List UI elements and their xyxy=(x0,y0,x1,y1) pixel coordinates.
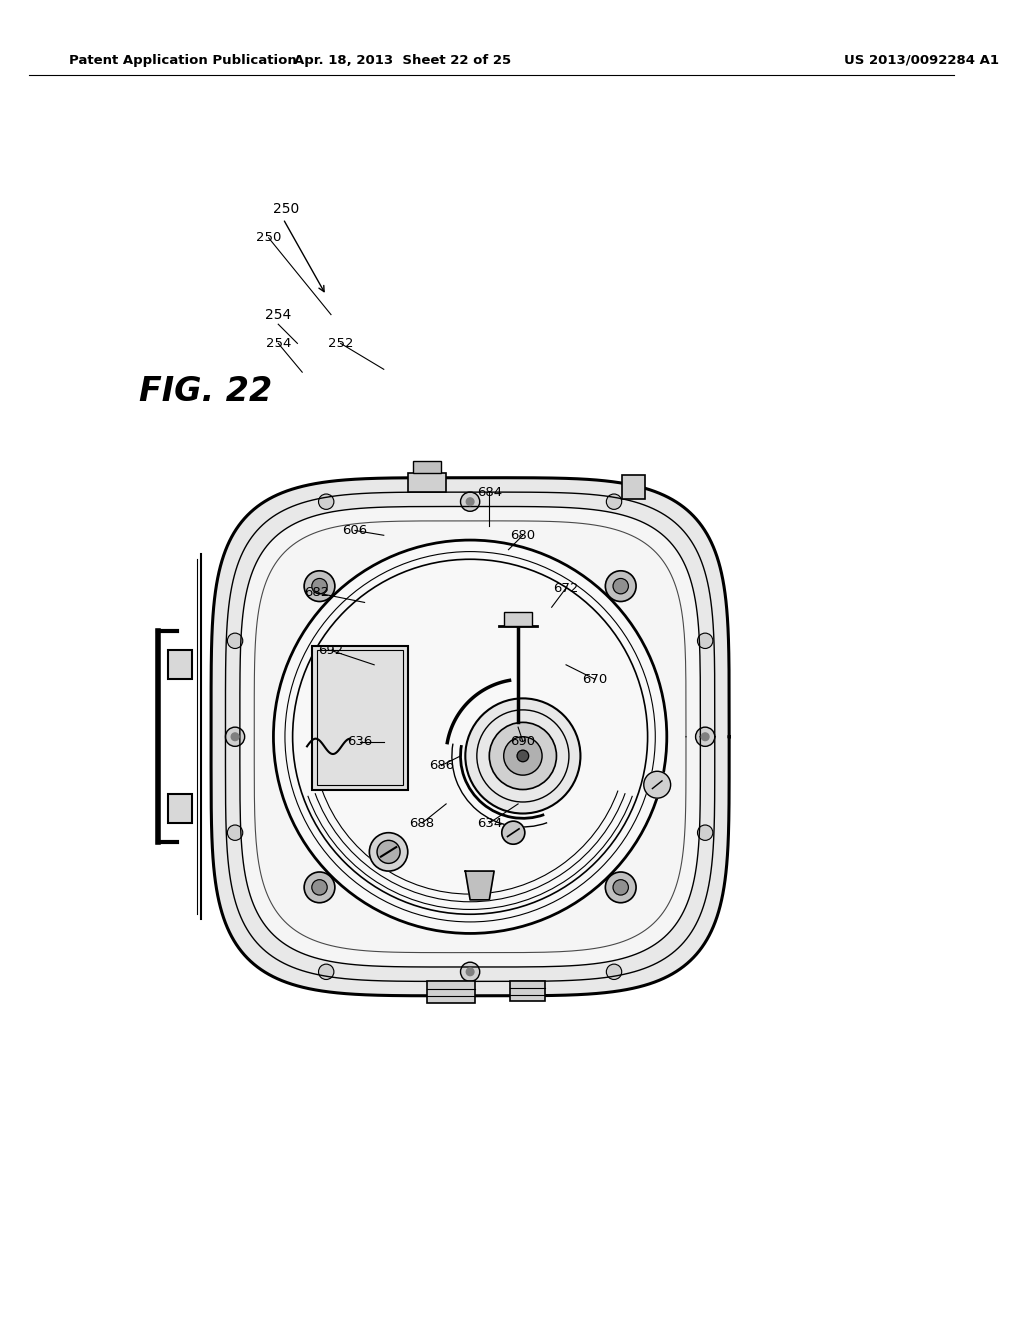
Circle shape xyxy=(517,750,528,762)
Text: 684: 684 xyxy=(477,486,502,499)
Text: 690: 690 xyxy=(510,735,536,748)
Circle shape xyxy=(227,634,243,648)
Text: 254: 254 xyxy=(265,337,291,350)
Bar xyxy=(408,473,446,492)
Circle shape xyxy=(697,634,713,648)
Text: 250: 250 xyxy=(256,231,282,244)
Circle shape xyxy=(644,771,671,799)
Text: 688: 688 xyxy=(410,817,435,829)
Text: Patent Application Publication: Patent Application Publication xyxy=(69,54,297,67)
Circle shape xyxy=(605,873,636,903)
Circle shape xyxy=(227,825,243,841)
Bar xyxy=(413,462,441,473)
Bar xyxy=(510,981,545,1001)
Circle shape xyxy=(701,733,709,741)
Circle shape xyxy=(613,879,629,895)
Text: 686: 686 xyxy=(429,759,454,772)
Circle shape xyxy=(312,578,328,594)
Bar xyxy=(504,612,532,627)
Text: 672: 672 xyxy=(553,582,579,594)
Text: 636: 636 xyxy=(347,735,373,748)
Circle shape xyxy=(461,962,479,981)
Text: Apr. 18, 2013  Sheet 22 of 25: Apr. 18, 2013 Sheet 22 of 25 xyxy=(294,54,512,67)
Circle shape xyxy=(318,494,334,510)
Circle shape xyxy=(489,722,556,789)
Circle shape xyxy=(318,964,334,979)
Circle shape xyxy=(225,727,245,746)
Text: 634: 634 xyxy=(477,817,502,829)
Circle shape xyxy=(502,821,524,845)
Bar xyxy=(168,651,191,680)
Circle shape xyxy=(466,968,474,975)
Circle shape xyxy=(304,570,335,602)
Circle shape xyxy=(613,578,629,594)
Text: US 2013/0092284 A1: US 2013/0092284 A1 xyxy=(844,54,999,67)
Text: 250: 250 xyxy=(273,202,300,216)
Circle shape xyxy=(377,841,400,863)
Text: 680: 680 xyxy=(510,529,536,541)
Polygon shape xyxy=(465,871,495,900)
Text: 606: 606 xyxy=(342,524,368,537)
Text: 670: 670 xyxy=(583,673,607,685)
Circle shape xyxy=(273,540,667,933)
Polygon shape xyxy=(211,478,729,995)
Circle shape xyxy=(370,833,408,871)
Circle shape xyxy=(605,570,636,602)
Circle shape xyxy=(466,498,474,506)
Text: 252: 252 xyxy=(328,337,353,350)
Circle shape xyxy=(606,964,622,979)
Bar xyxy=(622,475,645,499)
Bar xyxy=(312,645,408,789)
Circle shape xyxy=(606,494,622,510)
Circle shape xyxy=(465,698,581,813)
Circle shape xyxy=(697,825,713,841)
Circle shape xyxy=(231,733,239,741)
Bar xyxy=(168,795,191,824)
Circle shape xyxy=(695,727,715,746)
Circle shape xyxy=(461,492,479,511)
Text: 254: 254 xyxy=(265,308,292,322)
Circle shape xyxy=(312,879,328,895)
Circle shape xyxy=(504,737,542,775)
Text: 692: 692 xyxy=(318,644,344,657)
Circle shape xyxy=(304,873,335,903)
Bar xyxy=(427,981,475,1002)
Bar xyxy=(316,651,403,784)
Text: FIG. 22: FIG. 22 xyxy=(139,375,272,408)
Text: 682: 682 xyxy=(304,586,330,599)
Polygon shape xyxy=(240,507,700,968)
